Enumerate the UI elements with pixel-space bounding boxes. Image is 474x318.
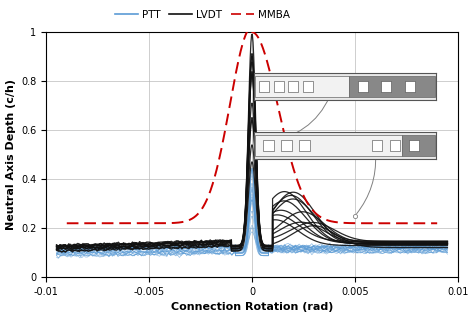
Bar	[303, 81, 313, 92]
Bar	[357, 81, 368, 92]
Bar	[409, 140, 419, 151]
Bar	[405, 81, 415, 92]
Bar	[402, 135, 435, 156]
Bar	[299, 140, 310, 151]
Bar	[259, 81, 269, 92]
Bar	[281, 140, 292, 151]
Bar	[349, 76, 435, 97]
Bar	[255, 135, 402, 156]
Bar	[255, 76, 349, 97]
Bar	[372, 140, 382, 151]
Bar	[263, 140, 273, 151]
Y-axis label: Neutral Axis Depth (c/h): Neutral Axis Depth (c/h)	[6, 79, 16, 230]
Legend: PTT, LVDT, MMBA: PTT, LVDT, MMBA	[111, 5, 294, 24]
Bar	[288, 81, 298, 92]
Bar	[391, 140, 401, 151]
Bar	[381, 81, 392, 92]
X-axis label: Connection Rotation (rad): Connection Rotation (rad)	[171, 302, 333, 313]
Bar	[273, 81, 284, 92]
